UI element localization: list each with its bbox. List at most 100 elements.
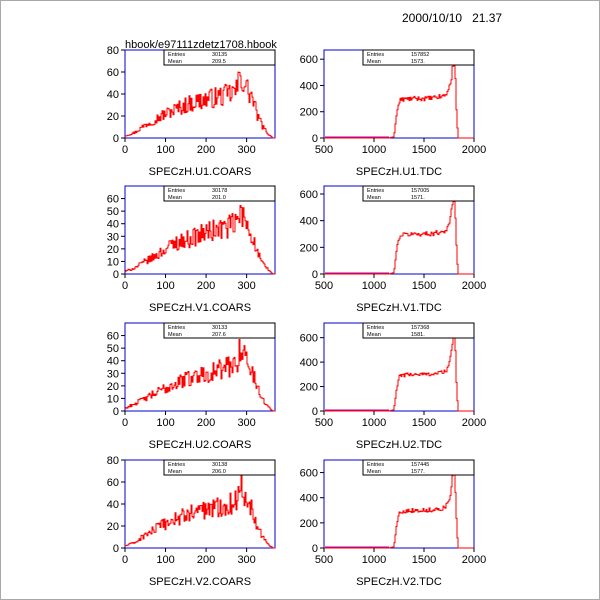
y-tick-label: 60 [107, 67, 119, 79]
y-tick-label: 30 [107, 368, 119, 380]
y-tick-label: 200 [300, 107, 318, 119]
y-tick-label: 600 [300, 54, 318, 66]
stats-label: Entries [168, 325, 185, 331]
y-tick-label: 0 [113, 133, 119, 145]
histogram-line [324, 65, 474, 139]
x-tick-label: 1500 [412, 554, 436, 566]
y-tick-label: 0 [312, 133, 318, 145]
y-tick-label: 80 [107, 455, 119, 467]
stats-label: Mean [367, 195, 381, 201]
histogram-line [324, 197, 474, 275]
x-tick-label: 200 [197, 280, 215, 292]
x-tick-label: 300 [237, 417, 255, 429]
x-tick-label: 100 [156, 280, 174, 292]
y-tick-label: 60 [107, 331, 119, 343]
x-tick-label: 2000 [462, 280, 486, 292]
stats-value: 209.5 [212, 59, 226, 65]
histogram-title: SPECzH.U2.COARS [149, 439, 252, 451]
stats-value: 30135 [212, 52, 227, 58]
histogram-title: SPECzH.V2.COARS [149, 576, 251, 588]
y-tick-label: 60 [107, 194, 119, 206]
y-tick-label: 10 [107, 256, 119, 268]
stats-box [362, 459, 475, 476]
stats-box [362, 49, 475, 66]
x-tick-label: 500 [315, 417, 333, 429]
stats-value: 157005 [411, 188, 429, 194]
histogram-line [324, 335, 474, 412]
y-tick-label: 50 [107, 343, 119, 355]
x-tick-label: 500 [315, 144, 333, 156]
y-tick-label: 30 [107, 231, 119, 243]
stats-value: 157445 [411, 462, 429, 468]
stats-value: 1577. [411, 469, 425, 475]
y-tick-label: 0 [113, 269, 119, 281]
histogram-line [125, 205, 275, 275]
y-tick-label: 20 [107, 111, 119, 123]
x-tick-label: 1000 [362, 144, 386, 156]
stats-label: Mean [367, 469, 381, 475]
stats-value: 30178 [212, 188, 227, 194]
x-tick-label: 100 [156, 144, 174, 156]
histogram-title: SPECzH.U2.TDC [356, 439, 442, 451]
histogram-title: SPECzH.V1.TDC [356, 302, 442, 314]
x-tick-label: 1500 [412, 417, 436, 429]
y-tick-label: 20 [107, 521, 119, 533]
y-tick-label: 20 [107, 381, 119, 393]
x-tick-label: 500 [315, 554, 333, 566]
x-tick-label: 300 [237, 144, 255, 156]
stats-value: 30133 [212, 325, 227, 331]
x-tick-label: 500 [315, 280, 333, 292]
x-tick-label: 1500 [412, 280, 436, 292]
histogram-line [125, 71, 275, 139]
x-tick-label: 200 [197, 417, 215, 429]
y-tick-label: 200 [300, 242, 318, 254]
y-tick-label: 0 [113, 543, 119, 555]
x-tick-label: 1000 [362, 417, 386, 429]
histogram-title: SPECzH.U1.TDC [356, 166, 442, 178]
histogram-title: SPECzH.U1.COARS [149, 166, 252, 178]
stats-value: 1581. [411, 332, 425, 338]
histogram-title: SPECzH.V1.COARS [149, 302, 251, 314]
date-stamp: 2000/10/10 [402, 11, 463, 25]
file-path: hbook/e97111zdetz1708.hbook [125, 39, 277, 51]
y-tick-label: 0 [312, 543, 318, 555]
y-tick-label: 400 [300, 216, 318, 228]
y-tick-label: 600 [300, 333, 318, 345]
stats-label: Mean [367, 59, 381, 65]
x-tick-label: 0 [122, 280, 128, 292]
stats-value: 30138 [212, 462, 227, 468]
histogram-title: SPECzH.V2.TDC [356, 576, 442, 588]
stats-value: 1571. [411, 195, 425, 201]
stats-label: Entries [168, 462, 185, 468]
stats-box [362, 185, 475, 202]
stats-label: Mean [168, 195, 182, 201]
stats-label: Entries [367, 188, 384, 194]
x-tick-label: 1500 [412, 144, 436, 156]
x-tick-label: 300 [237, 280, 255, 292]
y-tick-label: 0 [312, 406, 318, 418]
y-tick-label: 400 [300, 80, 318, 92]
stats-label: Mean [168, 332, 182, 338]
y-tick-label: 200 [300, 518, 318, 530]
stats-label: Entries [168, 52, 185, 58]
stats-value: 206.0 [212, 469, 226, 475]
stats-value: 201.0 [212, 195, 226, 201]
x-tick-label: 0 [122, 144, 128, 156]
y-tick-label: 20 [107, 244, 119, 256]
y-tick-label: 40 [107, 219, 119, 231]
y-tick-label: 10 [107, 393, 119, 405]
x-tick-label: 100 [156, 417, 174, 429]
stats-label: Entries [168, 188, 185, 194]
stats-label: Entries [367, 462, 384, 468]
x-tick-label: 100 [156, 554, 174, 566]
x-tick-label: 1000 [362, 554, 386, 566]
y-tick-label: 0 [113, 406, 119, 418]
stats-box [163, 322, 276, 339]
y-tick-label: 40 [107, 89, 119, 101]
y-tick-label: 40 [107, 356, 119, 368]
stats-box [163, 459, 276, 476]
y-tick-label: 400 [300, 493, 318, 505]
x-tick-label: 0 [122, 417, 128, 429]
time-stamp: 21.37 [472, 11, 503, 25]
